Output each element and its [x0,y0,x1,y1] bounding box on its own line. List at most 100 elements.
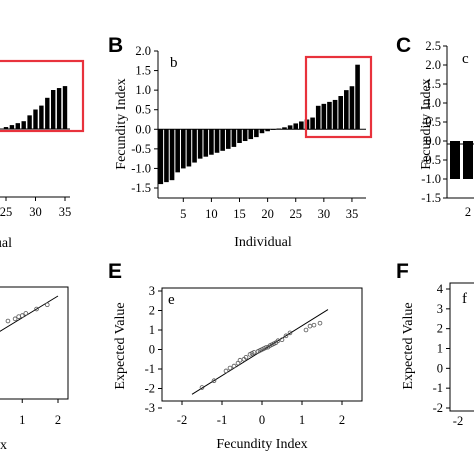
panel-e: E e Expected Value -3 -2 -1 0 1 2 3 -2 -1 0 1 2 Fe… [108,260,363,452]
y-tick-label: -1.0 [131,161,151,175]
highlight-box [304,55,373,139]
data-point [231,363,237,369]
x-tick-label: 0 [259,413,265,427]
panel-letter: B [108,34,123,57]
bar [56,88,62,129]
y-tick-label: -1 [433,381,443,395]
y-tick-label: 0 [437,361,443,375]
panel-letter: C [396,34,411,57]
data-point [283,333,289,339]
bar [282,127,287,130]
bar [242,129,248,142]
bar [45,97,50,129]
y-tick-label: 0.0 [425,134,441,148]
data-point [279,337,285,343]
y-tick-label: 2.5 [425,39,441,53]
y-tick-label: 2.0 [135,44,151,58]
bar [450,141,460,179]
data-point [5,318,11,324]
x-tick-label: 15 [233,207,246,221]
bar [62,86,68,129]
x-tick-label: 20 [261,207,274,221]
bar [158,129,164,185]
data-point [34,306,39,312]
x-tick-label: 2 [465,205,471,219]
data-point [251,350,257,355]
bar [310,117,315,130]
y-tick-label: 1 [149,323,155,337]
bar [39,105,44,129]
y-tick-label: -1.5 [131,181,151,195]
bar [33,109,38,129]
x-axis-label: Fecundity Index [216,437,307,452]
y-tick-label: -2 [433,401,443,415]
data-point [211,378,217,384]
bar [293,123,299,130]
y-tick-label: -3 [145,401,155,415]
bar [214,129,220,153]
data-point [44,302,50,308]
bar [259,129,265,134]
y-tick-label: 3 [437,302,443,316]
y-tick-label: 1.0 [425,96,441,110]
bar [51,90,56,129]
x-tick-label: 2 [339,413,345,427]
x-tick-label: 10 [205,207,218,221]
x-tick-label: 25 [0,205,12,219]
y-tick-label: 0.5 [135,103,151,117]
subpanel-letter: c [462,51,469,67]
data-point [227,365,233,371]
highlight-box [0,59,85,133]
bar [164,129,169,183]
bar [349,86,355,130]
bar [338,96,344,130]
bar [15,123,20,129]
bar [180,129,186,169]
bar [315,105,321,130]
subpanel-letter: b [170,55,178,71]
y-tick-label: 2 [149,304,155,318]
bar [175,129,180,173]
panel-letter: E [108,260,122,283]
bar [21,121,26,129]
bar [186,129,192,167]
x-tick-label: -2 [453,414,463,428]
bar [344,90,349,130]
y-tick-label: 1 [437,342,443,356]
bar [463,141,473,179]
panel-a: 25 30 35 Individual [0,59,85,251]
bar [9,125,15,129]
panel-letter: F [396,260,409,283]
data-point [317,320,323,326]
subpanel-letter: e [168,292,175,308]
bar [209,129,214,155]
y-tick-label: 4 [437,282,444,296]
data-point [12,316,18,322]
bar [332,99,338,130]
bar [203,129,209,157]
x-tick-label: 35 [59,205,72,219]
bar [220,129,225,151]
y-tick-label: 0 [149,343,155,357]
panel-d: 1 2 x [0,286,69,453]
bar [237,129,242,143]
subpanel-letter: f [462,291,467,307]
x-axis-label: Individual [0,236,12,251]
bar [231,129,237,147]
x-tick-label: 25 [289,207,302,221]
bar [225,129,231,149]
bar [299,121,304,130]
bar [254,129,259,138]
y-tick-label: 1.5 [425,77,441,91]
x-axis-label: Individual [234,235,292,250]
bar [197,129,203,159]
data-point [263,345,269,350]
y-tick-label: 3 [149,284,155,298]
data-point [19,313,25,318]
data-point [307,323,313,329]
plot-frame [449,282,474,412]
y-tick-label: 1.5 [135,64,151,78]
data-point [23,311,29,316]
y-axis-label: Expected Value [401,302,416,389]
